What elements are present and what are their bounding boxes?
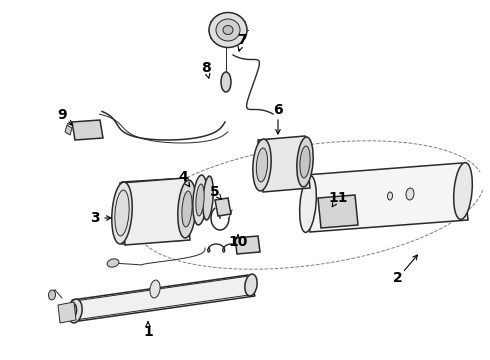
Text: 1: 1 [143,325,153,339]
Polygon shape [58,302,76,323]
Text: 8: 8 [201,61,211,75]
Text: 10: 10 [228,235,247,249]
Ellipse shape [297,137,313,187]
Ellipse shape [150,280,160,298]
Ellipse shape [300,146,310,178]
Ellipse shape [223,26,233,35]
Polygon shape [318,195,358,228]
Ellipse shape [203,176,213,220]
Polygon shape [258,136,310,192]
Ellipse shape [253,139,271,191]
Ellipse shape [300,176,317,233]
Polygon shape [72,275,255,321]
Text: 9: 9 [57,108,67,122]
Ellipse shape [115,190,129,236]
Text: 2: 2 [393,271,403,285]
Text: 6: 6 [273,103,283,117]
Ellipse shape [107,259,119,267]
Ellipse shape [406,188,414,200]
Ellipse shape [454,163,472,219]
Polygon shape [235,236,260,254]
Ellipse shape [221,72,231,92]
Text: 3: 3 [90,211,100,225]
Ellipse shape [196,184,204,216]
Text: 7: 7 [237,33,247,47]
Ellipse shape [245,274,257,296]
Text: 4: 4 [178,170,188,184]
Ellipse shape [49,290,55,300]
Polygon shape [305,163,468,232]
Ellipse shape [68,299,82,323]
Ellipse shape [182,191,192,227]
Ellipse shape [256,148,268,182]
Ellipse shape [178,180,196,238]
Text: 11: 11 [328,191,348,205]
Text: 5: 5 [210,185,220,199]
Polygon shape [215,198,231,216]
Polygon shape [120,178,190,245]
Ellipse shape [209,13,247,48]
Ellipse shape [193,175,207,225]
Ellipse shape [388,192,392,200]
Polygon shape [72,120,103,140]
Polygon shape [65,125,72,135]
Ellipse shape [68,303,76,319]
Ellipse shape [216,19,240,41]
Ellipse shape [112,182,132,244]
